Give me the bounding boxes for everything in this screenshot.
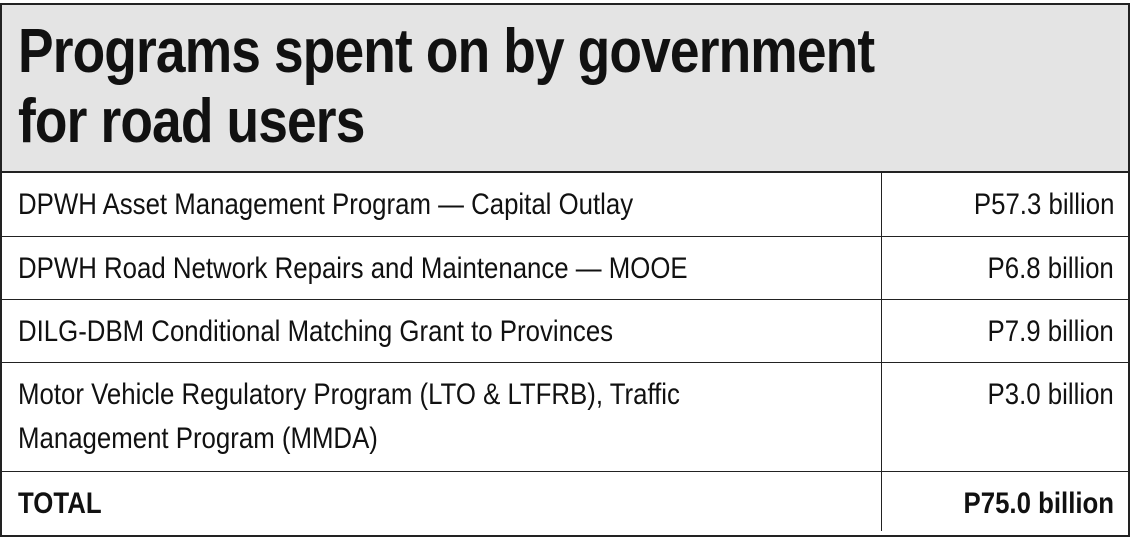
- program-amount: P6.8 billion: [987, 251, 1114, 285]
- table-row: DILG-DBM Conditional Matching Grant to P…: [2, 299, 1128, 363]
- spending-table-card: Programs spent on by government for road…: [0, 3, 1130, 537]
- total-label: TOTAL: [18, 486, 102, 520]
- program-amount: P3.0 billion: [987, 377, 1114, 411]
- program-name: DPWH Asset Management Program — Capital …: [18, 188, 634, 221]
- table-header: Programs spent on by government for road…: [2, 5, 1128, 173]
- program-name-cell: DPWH Asset Management Program — Capital …: [2, 173, 882, 237]
- amount-cell: P57.3 billion: [881, 173, 1128, 237]
- table-row: DPWH Asset Management Program — Capital …: [2, 173, 1128, 237]
- table-row: DPWH Road Network Repairs and Maintenanc…: [2, 236, 1128, 300]
- spending-table: DPWH Asset Management Program — Capital …: [2, 173, 1128, 531]
- program-name-cell: Motor Vehicle Regulatory Program (LTO & …: [2, 362, 882, 472]
- program-amount: P57.3 billion: [973, 188, 1114, 221]
- amount-cell: P6.8 billion: [881, 236, 1128, 300]
- table-title: Programs spent on by government for road…: [18, 17, 973, 157]
- amount-cell: P3.0 billion: [881, 362, 1128, 472]
- title-line-2: for road users: [18, 87, 365, 156]
- program-name: DPWH Road Network Repairs and Maintenanc…: [18, 251, 688, 285]
- program-name-line-1: Motor Vehicle Regulatory Program (LTO & …: [18, 377, 680, 411]
- total-row: TOTAL P75.0 billion: [2, 471, 1128, 531]
- total-amount-cell: P75.0 billion: [881, 471, 1128, 531]
- total-amount: P75.0 billion: [963, 486, 1114, 520]
- title-line-1: Programs spent on by government: [18, 17, 875, 86]
- program-name: DILG-DBM Conditional Matching Grant to P…: [18, 314, 614, 348]
- total-label-cell: TOTAL: [2, 471, 882, 531]
- table-row: Motor Vehicle Regulatory Program (LTO & …: [2, 362, 1128, 472]
- program-name-cell: DILG-DBM Conditional Matching Grant to P…: [2, 299, 882, 363]
- amount-cell: P7.9 billion: [881, 299, 1128, 363]
- program-amount: P7.9 billion: [987, 314, 1114, 348]
- program-name-line-2: Management Program (MMDA): [18, 421, 378, 455]
- program-name-cell: DPWH Road Network Repairs and Maintenanc…: [2, 236, 882, 300]
